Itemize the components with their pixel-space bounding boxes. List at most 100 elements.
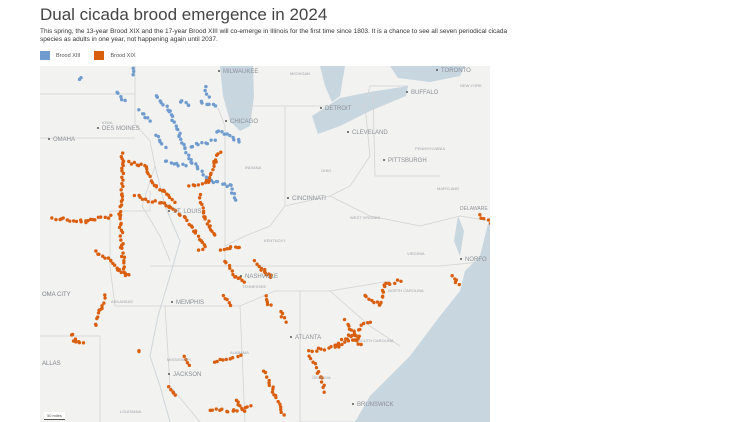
brood-xix-dot <box>215 360 218 363</box>
brood-xiii-dot <box>190 161 193 164</box>
legend-item-brood-xix[interactable]: Brood XIX <box>94 51 135 60</box>
city-label: PITTSBURGH <box>383 158 427 164</box>
brood-xix-dot <box>379 301 382 304</box>
brood-xiii-dot <box>196 143 199 146</box>
brood-xiii-dot <box>123 99 126 102</box>
brood-xiii-dot <box>203 89 206 92</box>
brood-xix-dot <box>320 380 323 383</box>
city-label: NASHVILLE <box>240 274 278 280</box>
brood-xiii-dot <box>161 103 164 106</box>
brood-xix-dot <box>274 396 277 399</box>
brood-xix-dot <box>118 205 121 208</box>
brood-xiii-dot <box>176 164 179 167</box>
brood-xix-dot <box>133 194 136 197</box>
brood-xix-dot <box>197 248 200 251</box>
brood-xix-dot <box>103 293 106 296</box>
state-label: ALABAMA <box>230 350 249 355</box>
brood-xiii-dot <box>176 128 179 131</box>
brood-xix-dot <box>208 224 211 227</box>
brood-xix-dot <box>122 267 125 270</box>
brood-xiii-dot <box>171 115 174 118</box>
map[interactable]: MILWAUKEE TORONTO BUFFALO DETROIT CHICAG… <box>40 66 490 422</box>
brood-xiii-dot <box>142 112 145 115</box>
brood-xix-dot <box>199 193 202 196</box>
brood-xiii-dot <box>157 135 160 138</box>
brood-xiii-dot <box>160 142 163 145</box>
brood-xix-dot <box>109 214 112 217</box>
brood-xix-dot <box>103 256 106 259</box>
brood-xix-dot <box>223 248 226 251</box>
lake-huron <box>320 66 345 102</box>
brood-xix-dot <box>381 289 384 292</box>
brood-xix-dot <box>249 404 252 407</box>
brood-xix-dot <box>104 216 107 219</box>
brood-xix-dot <box>337 344 340 347</box>
brood-xix-dot <box>259 268 262 271</box>
brood-xix-dot <box>219 248 222 251</box>
brood-xix-dot <box>280 315 283 318</box>
brood-xix-dot <box>118 268 121 271</box>
brood-xix-dot <box>233 275 236 278</box>
legend-swatch-blue <box>40 51 50 60</box>
brood-xix-dot <box>121 231 124 234</box>
brood-xix-dot <box>364 295 367 298</box>
brood-xix-dot <box>79 220 82 223</box>
brood-xix-dot <box>232 409 235 412</box>
brood-xix-dot <box>450 274 453 277</box>
brood-xix-dot <box>197 235 200 238</box>
brood-xix-dot <box>200 203 203 206</box>
brood-xiii-dot <box>196 167 199 170</box>
brood-xix-dot <box>127 273 130 276</box>
brood-xiii-dot <box>170 161 173 164</box>
brood-xiii-dot <box>189 158 192 161</box>
state-label: OHIO <box>321 168 331 173</box>
brood-xiii-dot <box>191 145 194 148</box>
brood-xix-dot <box>123 256 126 259</box>
brood-xix-dot <box>75 220 78 223</box>
brood-xix-dot <box>113 264 116 267</box>
brood-xix-dot <box>194 231 197 234</box>
brood-xix-dot <box>118 226 121 229</box>
brood-xix-dot <box>139 162 142 165</box>
city-label: BRUNSWICK <box>352 402 394 408</box>
brood-xix-dot <box>120 244 123 247</box>
city-label: DES MOINES <box>97 126 140 132</box>
brood-xix-dot <box>119 213 122 216</box>
brood-xix-dot <box>340 343 343 346</box>
brood-xiii-dot <box>208 95 211 98</box>
state-label: PENNSYLVANIA <box>415 146 445 151</box>
brood-xix-dot <box>372 301 375 304</box>
brood-xix-dot <box>309 357 312 360</box>
city-label: BUFFALO <box>406 90 438 96</box>
brood-xix-dot <box>321 386 324 389</box>
brood-xix-dot <box>188 364 191 367</box>
brood-xiii-dot <box>228 134 231 137</box>
brood-xix-dot <box>353 338 356 341</box>
brood-xiii-dot <box>205 92 208 95</box>
brood-xix-dot <box>122 172 125 175</box>
brood-xix-dot <box>343 318 346 321</box>
brood-xiii-dot <box>175 124 178 127</box>
brood-xiii-dot <box>132 70 135 73</box>
legend-item-brood-xiii[interactable]: Brood XIII <box>40 51 80 60</box>
brood-xix-dot <box>399 280 402 283</box>
brood-xix-dot <box>329 345 332 348</box>
brood-xix-dot <box>119 238 122 241</box>
brood-xix-dot <box>219 151 222 154</box>
brood-xiii-dot <box>207 103 210 106</box>
city-label: OMA CITY <box>42 292 71 298</box>
brood-xix-dot <box>68 219 71 222</box>
brood-xix-dot <box>174 393 177 396</box>
brood-xix-dot <box>367 298 370 301</box>
brood-xiii-dot <box>234 198 237 201</box>
brood-xiii-dot <box>204 85 207 88</box>
scale-bar: 50 miles <box>44 412 65 420</box>
brood-xiii-dot <box>177 135 180 138</box>
state-label: INDIANA <box>245 165 261 170</box>
brood-xix-dot <box>145 167 148 170</box>
brood-xix-dot <box>164 204 167 207</box>
brood-xix-dot <box>376 300 379 303</box>
brood-xiii-dot <box>220 130 223 133</box>
brood-xix-dot <box>72 219 75 222</box>
brood-xix-dot <box>193 184 196 187</box>
